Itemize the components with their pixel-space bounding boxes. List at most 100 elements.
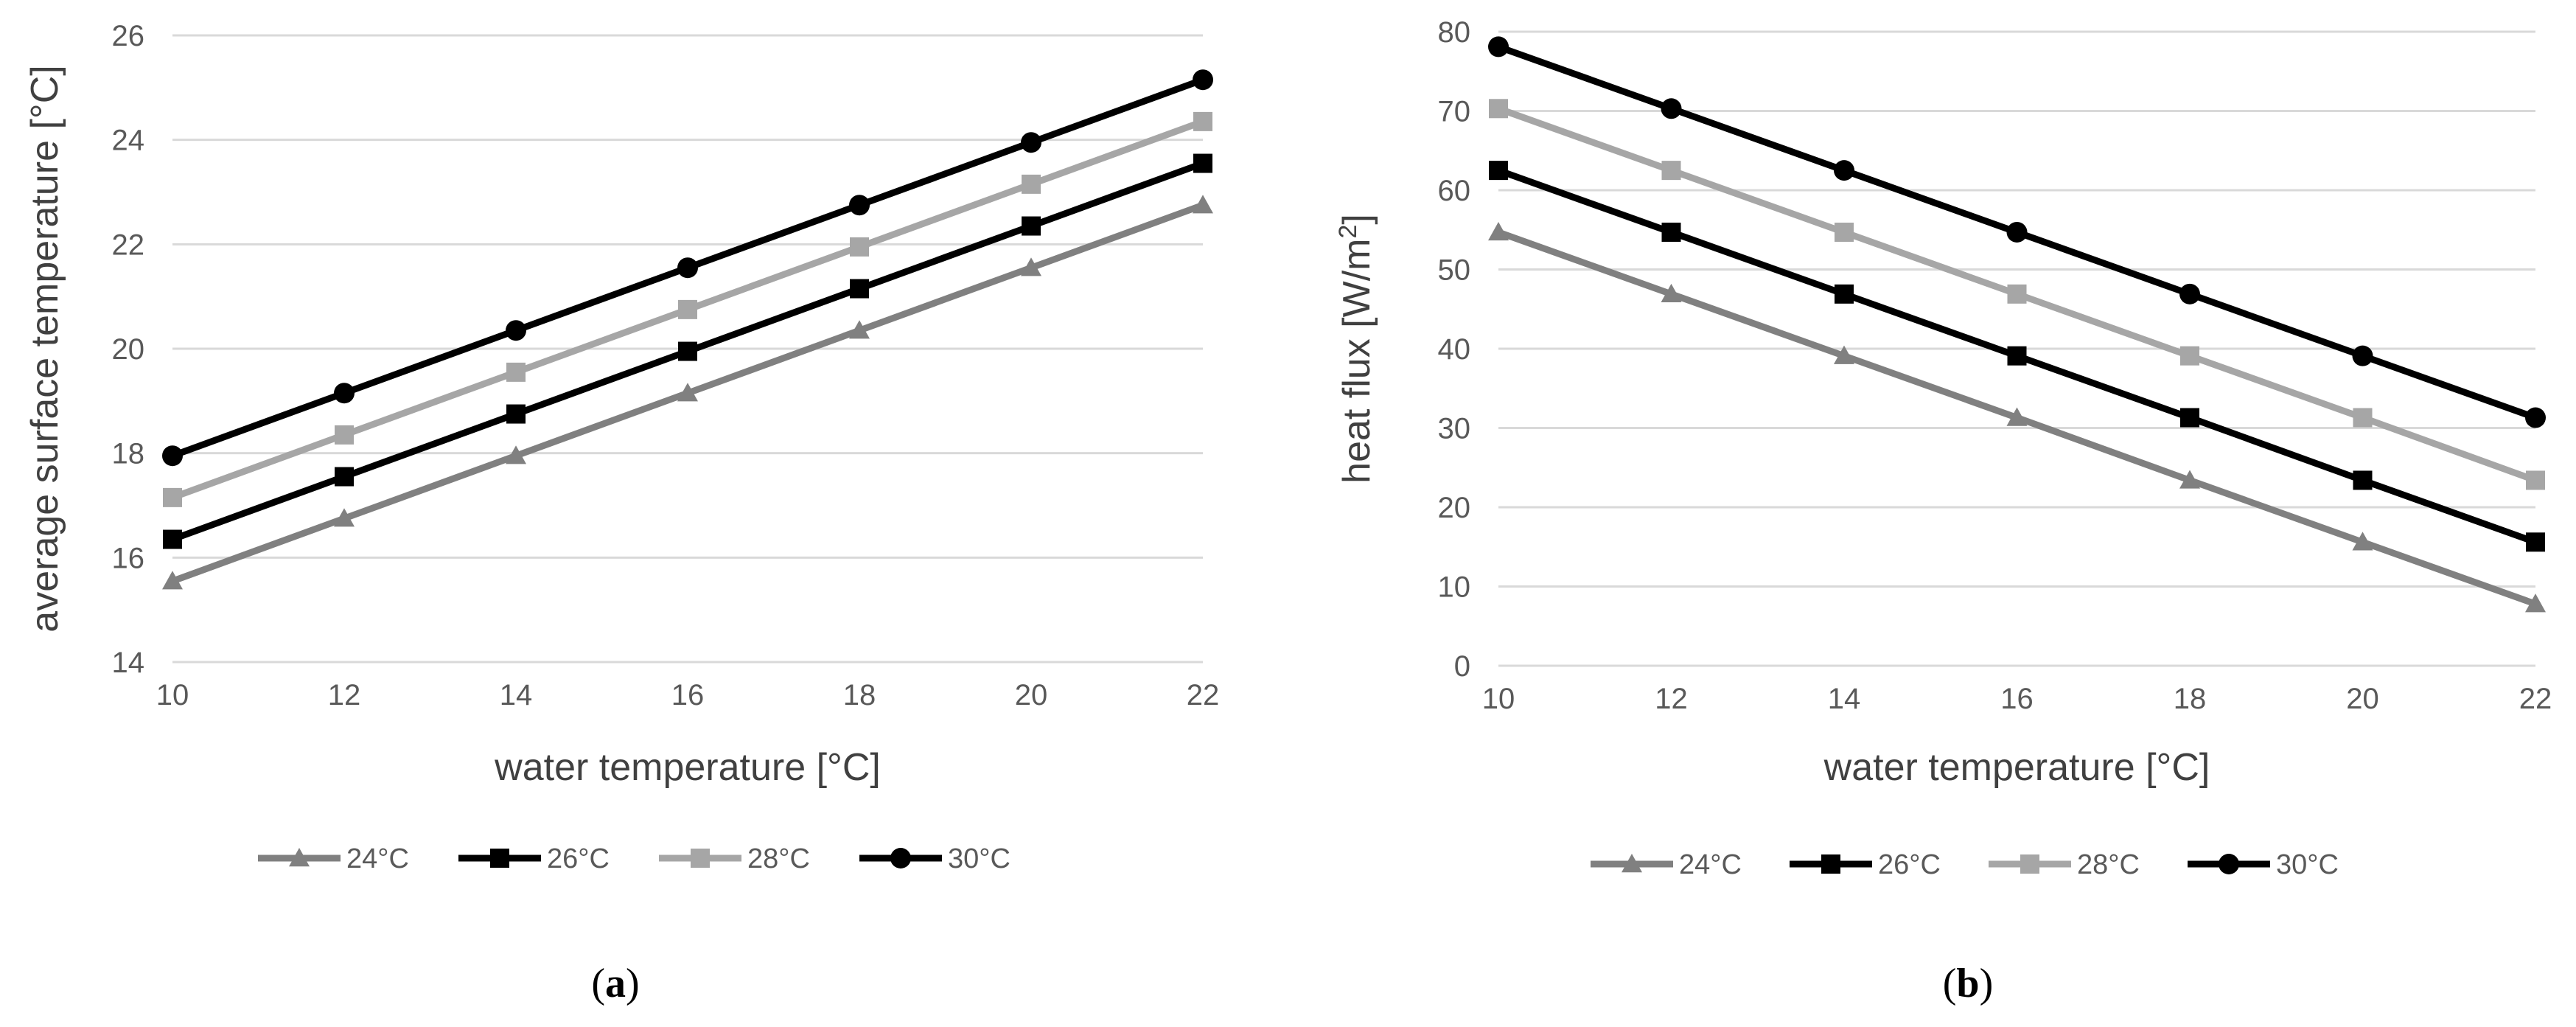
data-point-30°C — [849, 195, 870, 216]
data-point-24°C — [2006, 407, 2028, 426]
data-point-28°C — [506, 362, 526, 382]
x-tick-label: 20 — [2346, 683, 2379, 715]
data-point-26°C — [506, 404, 526, 424]
data-point-30°C — [2525, 407, 2546, 428]
data-point-26°C — [2007, 346, 2027, 366]
legend-marker-30°C — [2219, 854, 2239, 874]
legend-label: 26°C — [547, 843, 610, 874]
panel-label-close-paren: ) — [1980, 961, 1994, 1006]
x-tick-label: 16 — [671, 679, 705, 711]
legend-marker-26°C — [1821, 854, 1840, 874]
data-point-24°C — [1193, 195, 1213, 214]
y-tick-label: 20 — [1438, 492, 1471, 524]
data-point-24°C — [2352, 532, 2373, 551]
data-point-28°C — [163, 487, 182, 507]
y-tick-label: 16 — [112, 542, 145, 574]
legend-marker-28°C — [2020, 854, 2039, 874]
data-point-26°C — [1661, 222, 1681, 242]
data-point-26°C — [1835, 284, 1854, 304]
data-point-30°C — [1834, 160, 1854, 181]
data-point-28°C — [2007, 284, 2027, 304]
data-point-28°C — [2526, 470, 2545, 490]
data-point-24°C — [1021, 257, 1041, 276]
x-tick-label: 20 — [1015, 679, 1048, 711]
legend-marker-24°C — [1622, 854, 1642, 873]
data-point-24°C — [162, 571, 183, 590]
panel-label-open-paren: ( — [591, 961, 605, 1006]
x-tick-label: 14 — [500, 679, 533, 711]
y-tick-label: 30 — [1438, 413, 1471, 445]
data-point-26°C — [1193, 153, 1212, 173]
data-point-30°C — [2006, 221, 2028, 243]
chart-b: 0 10 20 30 40 50 60 70 80 10 12 14 16 18 20 22 water tem… — [1334, 16, 2552, 1006]
y-tick-label: 24 — [112, 125, 145, 157]
x-tick-label: 14 — [1828, 683, 1861, 715]
y-tick-label: 40 — [1438, 333, 1471, 366]
data-point-28°C — [1661, 161, 1681, 181]
legend: 24°C 26°C 28°C 30°C — [1591, 849, 2339, 880]
data-point-28°C — [1022, 174, 1041, 194]
panel-label: (b) — [1943, 961, 1993, 1006]
legend-item: 26°C — [458, 843, 610, 874]
legend-label: 30°C — [2276, 849, 2339, 880]
data-point-28°C — [2353, 408, 2373, 428]
legend-item: 28°C — [659, 843, 810, 874]
data-point-28°C — [1489, 99, 1508, 119]
chart-a: 14 16 18 20 22 24 26 10 12 14 16 18 20 22 water temper… — [24, 20, 1219, 1006]
data-point-30°C — [1193, 69, 1213, 91]
data-point-26°C — [2526, 532, 2545, 552]
x-tick-label: 10 — [1482, 683, 1515, 715]
legend-label: 28°C — [2077, 849, 2140, 880]
y-axis-title: average surface temperature [°C] — [24, 65, 66, 632]
data-point-30°C — [506, 320, 526, 341]
y-axis-title-main: heat flux [W/m — [1336, 239, 1378, 484]
data-point-24°C — [849, 320, 870, 339]
y-tick-label: 14 — [112, 647, 145, 679]
panel-label-letter: b — [1956, 961, 1979, 1006]
legend-label: 26°C — [1878, 849, 1941, 880]
data-point-24°C — [334, 508, 355, 527]
y-tick-label: 18 — [112, 438, 145, 470]
data-point-28°C — [335, 425, 354, 445]
data-point-30°C — [162, 445, 183, 467]
legend-label: 30°C — [948, 843, 1010, 874]
data-point-24°C — [506, 445, 526, 464]
y-tick-label: 70 — [1438, 96, 1471, 128]
panel-label-letter: a — [605, 961, 626, 1006]
y-tick-label: 80 — [1438, 16, 1471, 49]
legend-marker-24°C — [289, 848, 310, 867]
y-axis-title-end: ] — [1336, 214, 1378, 224]
y-tick-label: 26 — [112, 20, 145, 52]
data-point-30°C — [1488, 36, 1509, 58]
data-point-26°C — [850, 279, 869, 299]
x-tick-label: 10 — [156, 679, 189, 711]
legend-item: 30°C — [859, 843, 1010, 874]
data-point-24°C — [2525, 593, 2546, 613]
data-point-24°C — [677, 383, 698, 402]
y-tick-label: 60 — [1438, 175, 1471, 207]
legend-marker-30°C — [890, 848, 911, 868]
x-tick-label: 12 — [328, 679, 361, 711]
data-point-24°C — [1488, 221, 1509, 241]
legend-marker-26°C — [490, 849, 509, 868]
y-tick-label: 50 — [1438, 254, 1471, 287]
data-point-30°C — [1661, 98, 1682, 119]
x-axis-title: water temperature [°C] — [1823, 746, 2210, 789]
data-point-26°C — [1489, 161, 1508, 181]
x-tick-label: 22 — [1187, 679, 1220, 711]
data-point-24°C — [2179, 470, 2200, 489]
data-point-28°C — [1193, 111, 1212, 131]
legend-marker-28°C — [691, 849, 710, 868]
y-tick-label: 20 — [112, 333, 145, 366]
data-point-28°C — [2180, 346, 2199, 366]
data-point-26°C — [1022, 216, 1041, 236]
data-point-28°C — [678, 299, 697, 319]
legend-item: 24°C — [1591, 849, 1742, 880]
data-point-30°C — [2179, 283, 2200, 304]
data-point-26°C — [678, 341, 697, 361]
panel-label: (a) — [591, 961, 639, 1006]
panel-label-open-paren: ( — [1943, 961, 1957, 1006]
data-point-30°C — [2352, 345, 2373, 366]
